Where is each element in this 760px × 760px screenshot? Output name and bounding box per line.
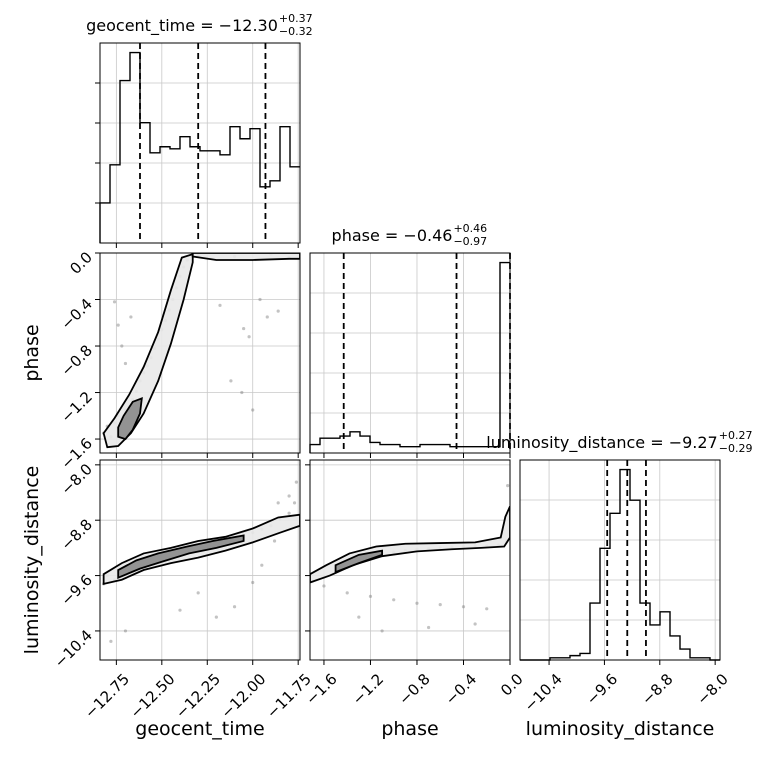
sample-point bbox=[178, 608, 182, 612]
title-upper-error: +0.46 bbox=[453, 222, 487, 235]
sample-point bbox=[123, 629, 128, 633]
sample-point bbox=[265, 315, 269, 319]
sample-point bbox=[485, 607, 489, 611]
sample-point bbox=[438, 603, 442, 607]
sample-point bbox=[322, 584, 326, 588]
panel-frame bbox=[99, 459, 301, 661]
x-tick-label: −12.75 bbox=[81, 670, 133, 722]
panel-frame bbox=[309, 459, 511, 661]
sample-point bbox=[473, 622, 477, 626]
y-tick-label: −0.8 bbox=[58, 341, 96, 379]
y-axis-label: phase bbox=[21, 324, 43, 381]
sample-point bbox=[258, 297, 262, 302]
panel-frame bbox=[99, 42, 301, 244]
sample-point bbox=[214, 615, 218, 619]
x-tick-label: −9.6 bbox=[583, 670, 621, 708]
histogram-phase bbox=[309, 261, 510, 453]
x-tick-label: 0.0 bbox=[497, 670, 527, 700]
sample-point bbox=[251, 408, 255, 412]
panel-frame bbox=[519, 459, 721, 661]
title-lower-error: −0.32 bbox=[279, 25, 313, 38]
panel-frame bbox=[309, 252, 511, 454]
panel-title: geocent_time = −12.30 bbox=[86, 16, 278, 36]
sample-point bbox=[357, 615, 361, 619]
panel-2-0 bbox=[95, 459, 301, 665]
sample-point bbox=[461, 605, 466, 609]
x-axis-label: phase bbox=[381, 718, 438, 740]
y-tick-label: −1.2 bbox=[58, 388, 96, 426]
sample-point bbox=[116, 323, 120, 327]
sample-point bbox=[229, 379, 233, 383]
sample-point bbox=[251, 580, 255, 585]
sample-point bbox=[506, 484, 510, 488]
contour-inner bbox=[117, 534, 245, 579]
contour-outer bbox=[102, 253, 194, 449]
x-tick-label: −12.00 bbox=[217, 670, 269, 722]
sample-point bbox=[242, 326, 246, 331]
x-tick-label: −0.8 bbox=[395, 670, 433, 708]
sample-point bbox=[232, 605, 237, 609]
panel-content bbox=[310, 484, 510, 633]
panel-2-2 bbox=[519, 459, 721, 665]
sample-point bbox=[247, 335, 251, 339]
y-tick-label: −0.4 bbox=[58, 295, 96, 333]
panel-1-0 bbox=[95, 252, 301, 458]
sample-point bbox=[129, 315, 133, 319]
contour-inner bbox=[334, 549, 383, 574]
sample-point bbox=[294, 480, 298, 484]
panel-title: luminosity_distance = −9.27 bbox=[486, 433, 717, 453]
sample-point bbox=[272, 539, 277, 543]
sample-point bbox=[276, 309, 280, 313]
sample-point bbox=[196, 591, 200, 595]
panel-content bbox=[102, 253, 300, 449]
sample-point bbox=[112, 300, 117, 304]
title-upper-error: +0.27 bbox=[719, 429, 753, 442]
x-axis-label: luminosity_distance bbox=[526, 718, 715, 740]
sample-point bbox=[240, 390, 244, 395]
panel-1-1 bbox=[309, 252, 511, 458]
sample-point bbox=[292, 501, 297, 505]
sample-point bbox=[123, 361, 128, 366]
x-axis-label: geocent_time bbox=[135, 718, 264, 740]
sample-point bbox=[109, 639, 113, 643]
panel-0-0 bbox=[95, 42, 301, 248]
x-tick-label: −12.25 bbox=[172, 670, 224, 722]
sample-point bbox=[392, 598, 396, 602]
contour-outer bbox=[191, 253, 300, 261]
sample-point bbox=[345, 591, 349, 595]
sample-point bbox=[287, 494, 291, 498]
x-tick-label: −12.50 bbox=[127, 670, 179, 722]
sample-point bbox=[380, 629, 384, 633]
y-tick-label: −9.6 bbox=[58, 571, 96, 609]
x-tick-label: −8.8 bbox=[638, 670, 676, 708]
panel-content bbox=[102, 480, 300, 643]
sample-point bbox=[287, 511, 291, 515]
sample-point bbox=[415, 601, 419, 605]
x-tick-label: −10.4 bbox=[521, 670, 566, 715]
histogram-geocent_time bbox=[99, 51, 300, 243]
title-lower-error: −0.29 bbox=[719, 442, 753, 455]
sample-point bbox=[276, 501, 280, 505]
sample-point bbox=[120, 344, 124, 348]
y-tick-label: −10.4 bbox=[51, 626, 96, 671]
title-upper-error: +0.37 bbox=[279, 12, 313, 25]
contour-inner bbox=[117, 396, 143, 441]
title-lower-error: −0.97 bbox=[453, 235, 487, 248]
y-axis-label: luminosity_distance bbox=[21, 466, 43, 655]
panel-2-1 bbox=[305, 459, 511, 665]
sample-point bbox=[427, 625, 431, 630]
sample-point bbox=[260, 563, 264, 567]
histogram-luminosity_distance bbox=[520, 468, 720, 661]
sample-point bbox=[368, 594, 373, 598]
sample-point bbox=[218, 303, 222, 307]
x-tick-label: −8.0 bbox=[693, 670, 731, 708]
x-tick-label: −1.2 bbox=[349, 670, 387, 708]
contour-outer bbox=[310, 505, 510, 584]
x-tick-label: −0.4 bbox=[442, 670, 480, 708]
panel-title: phase = −0.46 bbox=[332, 226, 453, 245]
y-tick-label: 0.0 bbox=[66, 248, 96, 278]
y-tick-label: −8.8 bbox=[58, 515, 96, 553]
